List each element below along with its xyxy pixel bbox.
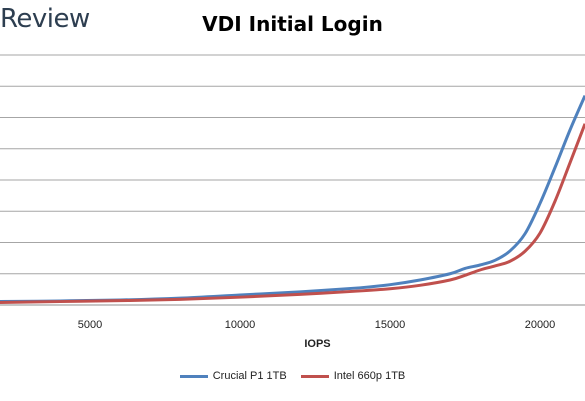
x-tick-label: 10000 [225, 319, 256, 331]
legend: Crucial P1 1TB Intel 660p 1TB [0, 370, 585, 382]
series-lines [0, 95, 585, 304]
series-line-crucial-p1-1tb [0, 95, 585, 304]
legend-label: Crucial P1 1TB [212, 370, 287, 382]
legend-item: Crucial P1 1TB [179, 370, 287, 382]
x-axis-ticks: 5000 10000 15000 20000 [78, 319, 556, 331]
chart-title: VDI Initial Login [202, 12, 383, 36]
brand-logo-text: Review [0, 4, 90, 34]
x-tick-label: 15000 [375, 319, 406, 331]
gridlines [0, 54, 585, 306]
x-tick-label: 5000 [78, 319, 102, 331]
legend-swatch [179, 374, 208, 378]
legend-swatch [300, 374, 329, 378]
legend-item: Intel 660p 1TB [300, 370, 406, 382]
legend-label: Intel 660p 1TB [333, 370, 406, 382]
x-tick-label: 20000 [525, 319, 556, 331]
series-line-intel-660p-1tb [0, 123, 585, 304]
x-axis-title: IOPS [304, 338, 330, 350]
